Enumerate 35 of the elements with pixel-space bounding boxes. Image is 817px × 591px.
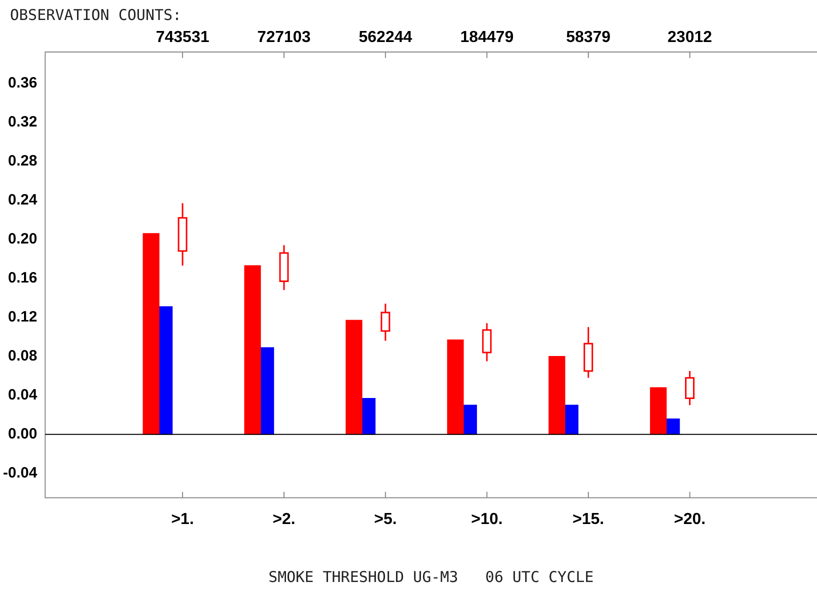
y-tick-label: 0.24 bbox=[8, 191, 38, 208]
y-tick-label: -0.04 bbox=[2, 464, 38, 482]
x-tick-label: >1. bbox=[171, 510, 194, 528]
bar bbox=[142, 233, 160, 435]
text: 58379 bbox=[566, 29, 611, 46]
y-tick-label: 0.08 bbox=[8, 347, 38, 364]
y-tick-label: 0.28 bbox=[8, 152, 38, 170]
y-tick-label: 0.36 bbox=[8, 74, 38, 92]
x-tick-label: >15. bbox=[572, 510, 604, 528]
candlestick bbox=[380, 302, 390, 342]
bar bbox=[650, 387, 667, 435]
text: 743531 bbox=[156, 29, 210, 46]
x-axis-title: SMOKE THRESHOLD UG-M3 06 UTC CYCLE bbox=[268, 568, 594, 586]
x-tick-label: >20. bbox=[674, 510, 706, 528]
text: 184479 bbox=[460, 29, 514, 46]
candlestick bbox=[482, 322, 492, 362]
candlestick bbox=[584, 326, 594, 379]
x-tick-label: >2. bbox=[272, 510, 296, 528]
y-tick-label: 0.20 bbox=[8, 230, 38, 248]
bar bbox=[548, 356, 566, 435]
text: OBSERVATION COUNTS: bbox=[10, 6, 182, 24]
y-tick-label: 0.00 bbox=[8, 426, 38, 443]
candlestick bbox=[178, 202, 188, 266]
y-tick-label: 0.12 bbox=[8, 308, 38, 326]
bar bbox=[346, 320, 362, 435]
text: 23012 bbox=[668, 29, 712, 46]
bar bbox=[244, 265, 261, 435]
y-tick-label: 0.32 bbox=[8, 113, 38, 130]
x-tick-label: >10. bbox=[471, 510, 503, 528]
y-tick-label: 0.04 bbox=[8, 386, 38, 404]
text: 562244 bbox=[358, 29, 412, 46]
bar bbox=[447, 339, 464, 435]
x-tick-label: >5. bbox=[374, 510, 397, 528]
y-tick-label: 0.16 bbox=[8, 269, 38, 286]
text: 727103 bbox=[257, 29, 311, 46]
